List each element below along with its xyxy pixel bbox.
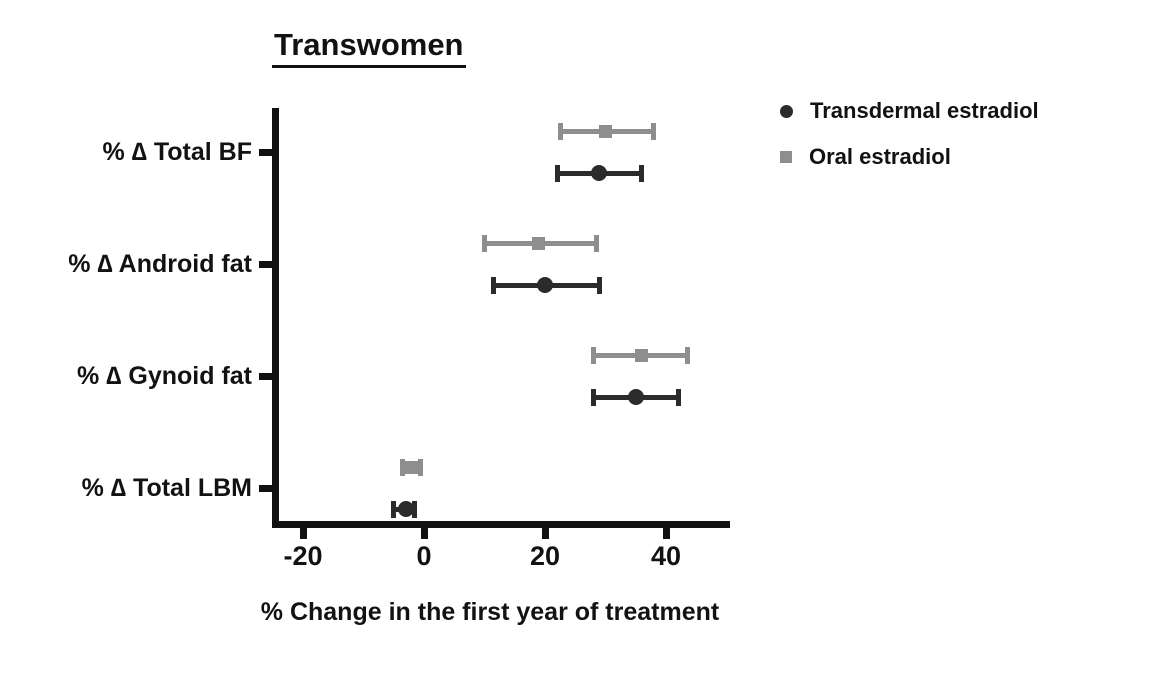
error-bar-cap-right: [684, 346, 690, 364]
data-point-marker: [397, 501, 414, 517]
category-label: % ∆ Android fat: [68, 250, 252, 278]
x-tick: [541, 528, 549, 539]
error-bar-cap-right: [675, 388, 681, 406]
data-point-marker: [591, 165, 608, 181]
x-tick-label: 40: [650, 541, 682, 571]
error-bar-cap-right: [651, 122, 657, 140]
x-tick: [662, 528, 670, 539]
x-tick: [299, 528, 307, 539]
data-point-marker: [405, 460, 419, 474]
category-tick: [259, 485, 272, 492]
legend-item-transdermal-estradiol: Transdermal estradiol: [780, 88, 1039, 134]
legend-label: Oral estradiol: [809, 144, 951, 169]
category-tick: [259, 149, 272, 156]
error-bar-cap-right: [593, 234, 599, 252]
error-bar-cap-right: [418, 458, 424, 476]
category-tick: [259, 373, 272, 380]
y-axis-line: [272, 108, 279, 528]
error-bar-cap-right: [596, 276, 602, 294]
error-bar-cap-left: [491, 276, 497, 294]
error-bar-cap-left: [482, 234, 487, 252]
error-bar-cap-left: [557, 122, 563, 140]
x-tick-label: -20: [283, 541, 323, 571]
data-point-marker: [599, 124, 612, 138]
error-bar-cap-right: [639, 164, 645, 182]
error-bar-cap-right: [412, 500, 418, 518]
data-point-marker: [627, 389, 644, 405]
category-label: % ∆ Total BF: [102, 138, 252, 166]
legend-item-oral-estradiol: Oral estradiol: [780, 134, 1039, 180]
error-bar-cap-left: [400, 458, 406, 476]
error-bar-cap-left: [554, 164, 560, 182]
x-tick-label: 0: [416, 541, 432, 571]
category-label: % ∆ Total LBM: [81, 474, 252, 502]
category-label: % ∆ Gynoid fat: [76, 362, 252, 390]
x-axis-line: [272, 521, 730, 528]
category-tick: [259, 261, 272, 268]
error-bar-cap-left: [590, 346, 596, 364]
chart-title: Transwomen: [272, 27, 466, 68]
error-bar-cap-left: [391, 500, 397, 518]
data-point-marker: [635, 348, 649, 362]
error-bar-cap-left: [590, 388, 596, 406]
data-point-marker: [532, 236, 546, 250]
x-tick-label: 20: [529, 541, 561, 571]
circle-marker-icon: [780, 104, 793, 118]
legend: Transdermal estradiol Oral estradiol: [780, 88, 1039, 180]
x-axis-title: % Change in the first year of treatment: [260, 598, 720, 626]
x-tick: [420, 528, 428, 539]
legend-label: Transdermal estradiol: [810, 98, 1039, 123]
square-marker-icon: [780, 151, 792, 163]
data-point-marker: [537, 277, 553, 293]
